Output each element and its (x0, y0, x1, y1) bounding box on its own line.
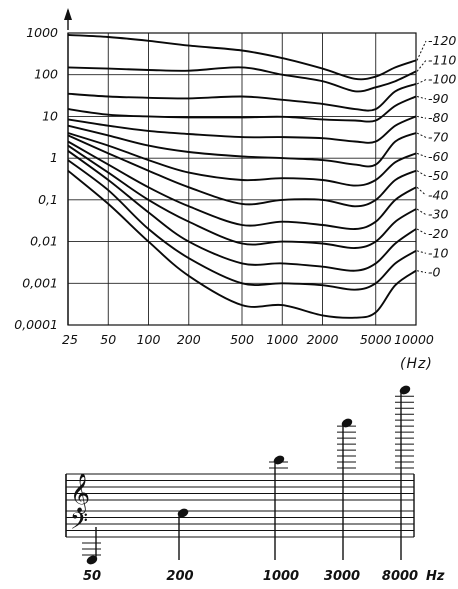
curve-110-phon (67, 66, 417, 93)
phon-label: -30 (428, 207, 448, 222)
x-tick-label: 25 (62, 332, 78, 347)
y-tick-label: 10 (42, 108, 58, 123)
y-tick-label: 100 (34, 67, 58, 82)
phon-leader (416, 170, 427, 177)
tick-labels: 1000 100 10 1 0,1 0,01 0,001 0,0001 25 50 100 200 50… (14, 25, 434, 347)
phon-leader (416, 96, 427, 100)
curve-120-phon (67, 33, 417, 81)
phon-label: -40 (428, 187, 448, 202)
phon-leader (416, 208, 427, 216)
phon-labels: -120 -110 -100 -90 -80 -70 -60 -50 -40 -30 -20 -10 -… (416, 33, 456, 280)
phon-leader (416, 40, 427, 61)
phon-leader (416, 186, 427, 196)
plot-frame (67, 32, 417, 326)
x-tick-label: 200 (177, 332, 201, 347)
y-tick-label: 0,0001 (14, 317, 58, 332)
equal-loudness-curves (67, 33, 417, 319)
curve-30-phon (67, 144, 417, 249)
phon-label: -50 (428, 168, 448, 183)
phon-leader (416, 59, 427, 72)
phon-leader (416, 228, 427, 235)
y-tick-label: 0,001 (22, 275, 58, 290)
note-head (86, 555, 98, 565)
curve-80-phon (67, 115, 417, 144)
phon-leader (416, 132, 427, 138)
x-unit-label: (Hz) (400, 356, 433, 372)
phon-label: -0 (428, 265, 441, 280)
note-head (341, 418, 353, 428)
y-tick-label: 1000 (26, 25, 58, 40)
x-tick-label: 1000 (266, 332, 298, 347)
x-tick-label: 100 (137, 332, 161, 347)
phon-label: -110 (428, 52, 456, 67)
curve-40-phon (67, 140, 417, 230)
music-staff: 𝄞𝄢 50 200 1000 3000 8000 Hz (65, 385, 445, 584)
note-head (177, 508, 189, 518)
note-frequency-label: 1000 (263, 569, 299, 584)
x-tick-label: 10000 (394, 332, 434, 347)
y-tick-label: 0,01 (30, 234, 58, 249)
curve-10-phon (67, 159, 417, 291)
y-tick-label: 1 (50, 150, 58, 165)
staff-unit-label: Hz (426, 569, 445, 584)
note-head (273, 455, 285, 465)
phon-label: -10 (428, 245, 448, 260)
treble-clef-icon: 𝄞 (70, 473, 90, 514)
phon-leader (416, 250, 427, 254)
x-tick-label: 50 (100, 332, 116, 347)
x-tick-label: 2000 (307, 332, 339, 347)
curve-20-phon (67, 150, 417, 272)
phon-leader (416, 152, 427, 158)
curve-50-phon (67, 134, 417, 208)
plot-grid (67, 32, 417, 326)
phon-label: -60 (428, 149, 448, 164)
note-frequency-label: 3000 (324, 569, 360, 584)
phon-label: -80 (428, 110, 448, 125)
note-head (399, 385, 411, 395)
x-tick-label: 500 (230, 332, 254, 347)
bass-clef-icon: 𝄢 (70, 507, 88, 540)
y-tick-label: 0,1 (38, 192, 58, 207)
curve-70-phon (67, 124, 417, 168)
y-axis-arrow-icon (64, 8, 72, 20)
note-frequency-label: 200 (166, 569, 193, 584)
phon-leader (416, 270, 427, 274)
curve-100-phon (67, 83, 417, 112)
phon-leader (416, 115, 427, 119)
phon-label: -70 (428, 130, 448, 145)
phon-label: -100 (428, 72, 456, 87)
curve-90-phon (67, 95, 417, 123)
note-frequency-label: 50 (83, 569, 101, 584)
curve-0-phon (67, 169, 417, 319)
phon-label: -20 (428, 226, 448, 241)
phon-label: -120 (428, 33, 456, 48)
x-tick-label: 5000 (360, 332, 392, 347)
note-frequency-label: 8000 (382, 569, 418, 584)
phon-label: -90 (428, 91, 448, 106)
curve-60-phon (67, 132, 417, 187)
phon-leader (416, 79, 427, 85)
